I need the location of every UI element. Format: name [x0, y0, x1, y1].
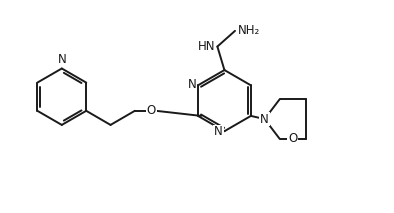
- Text: N: N: [214, 125, 223, 138]
- Text: N: N: [260, 112, 269, 125]
- Text: O: O: [147, 104, 156, 117]
- Text: N: N: [188, 78, 196, 91]
- Text: NH₂: NH₂: [238, 24, 260, 37]
- Text: N: N: [58, 53, 66, 66]
- Text: HN: HN: [198, 40, 216, 53]
- Text: O: O: [288, 132, 297, 145]
